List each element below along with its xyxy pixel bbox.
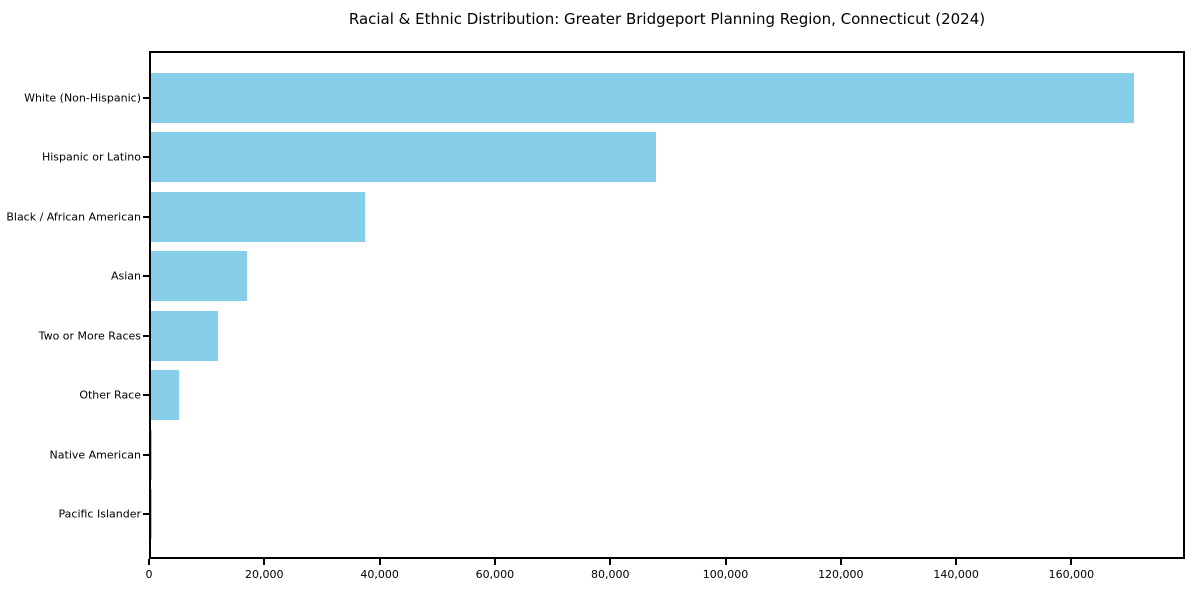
bar-hispanic-or-latino bbox=[151, 132, 656, 183]
y-tick-label: Other Race bbox=[79, 388, 141, 402]
x-tick-label: 60,000 bbox=[475, 568, 515, 581]
x-tick-mark bbox=[839, 559, 842, 565]
bar-two-or-more-races bbox=[151, 310, 218, 361]
x-tick-label: 0 bbox=[145, 568, 153, 581]
x-tick-mark bbox=[955, 559, 958, 565]
x-tick-label: 80,000 bbox=[590, 568, 630, 581]
y-tick-mark bbox=[143, 275, 149, 278]
y-tick-label: White (Non-Hispanic) bbox=[24, 91, 141, 105]
x-tick-label: 140,000 bbox=[933, 568, 979, 581]
y-tick-label: Black / African American bbox=[6, 210, 141, 224]
x-tick-label: 160,000 bbox=[1048, 568, 1095, 581]
y-tick-label: Two or More Races bbox=[38, 329, 141, 343]
y-tick-mark bbox=[143, 215, 149, 218]
x-tick-mark bbox=[609, 559, 612, 565]
chart-title: Racial & Ethnic Distribution: Greater Br… bbox=[348, 10, 986, 28]
x-tick-mark bbox=[378, 559, 381, 565]
x-tick-mark bbox=[493, 559, 496, 565]
x-tick-mark bbox=[148, 559, 150, 565]
bar-white-non-hispanic bbox=[151, 72, 1134, 123]
y-tick-mark bbox=[143, 334, 149, 337]
bar-asian bbox=[151, 251, 248, 302]
bar-other-race bbox=[151, 370, 179, 421]
y-tick-mark bbox=[143, 96, 149, 99]
x-tick-label: 40,000 bbox=[360, 568, 399, 581]
x-tick-label: 20,000 bbox=[245, 568, 284, 581]
y-tick-mark bbox=[143, 453, 149, 456]
x-tick-mark bbox=[263, 559, 266, 565]
x-tick-label: 100,000 bbox=[702, 568, 749, 581]
y-tick-mark bbox=[143, 394, 149, 397]
y-tick-label: Hispanic or Latino bbox=[41, 150, 141, 164]
y-tick-mark bbox=[143, 513, 149, 516]
x-tick-mark bbox=[1070, 559, 1073, 565]
y-tick-label: Native American bbox=[49, 448, 141, 462]
x-tick-label: 120,000 bbox=[818, 568, 864, 581]
x-tick-mark bbox=[724, 559, 727, 565]
y-tick-label: Asian bbox=[110, 269, 141, 283]
y-tick-label: Pacific Islander bbox=[58, 507, 141, 521]
bar-native-american bbox=[151, 429, 153, 480]
bar-black-african-american bbox=[151, 191, 365, 242]
y-tick-mark bbox=[143, 156, 149, 159]
plot-area bbox=[149, 51, 1185, 559]
